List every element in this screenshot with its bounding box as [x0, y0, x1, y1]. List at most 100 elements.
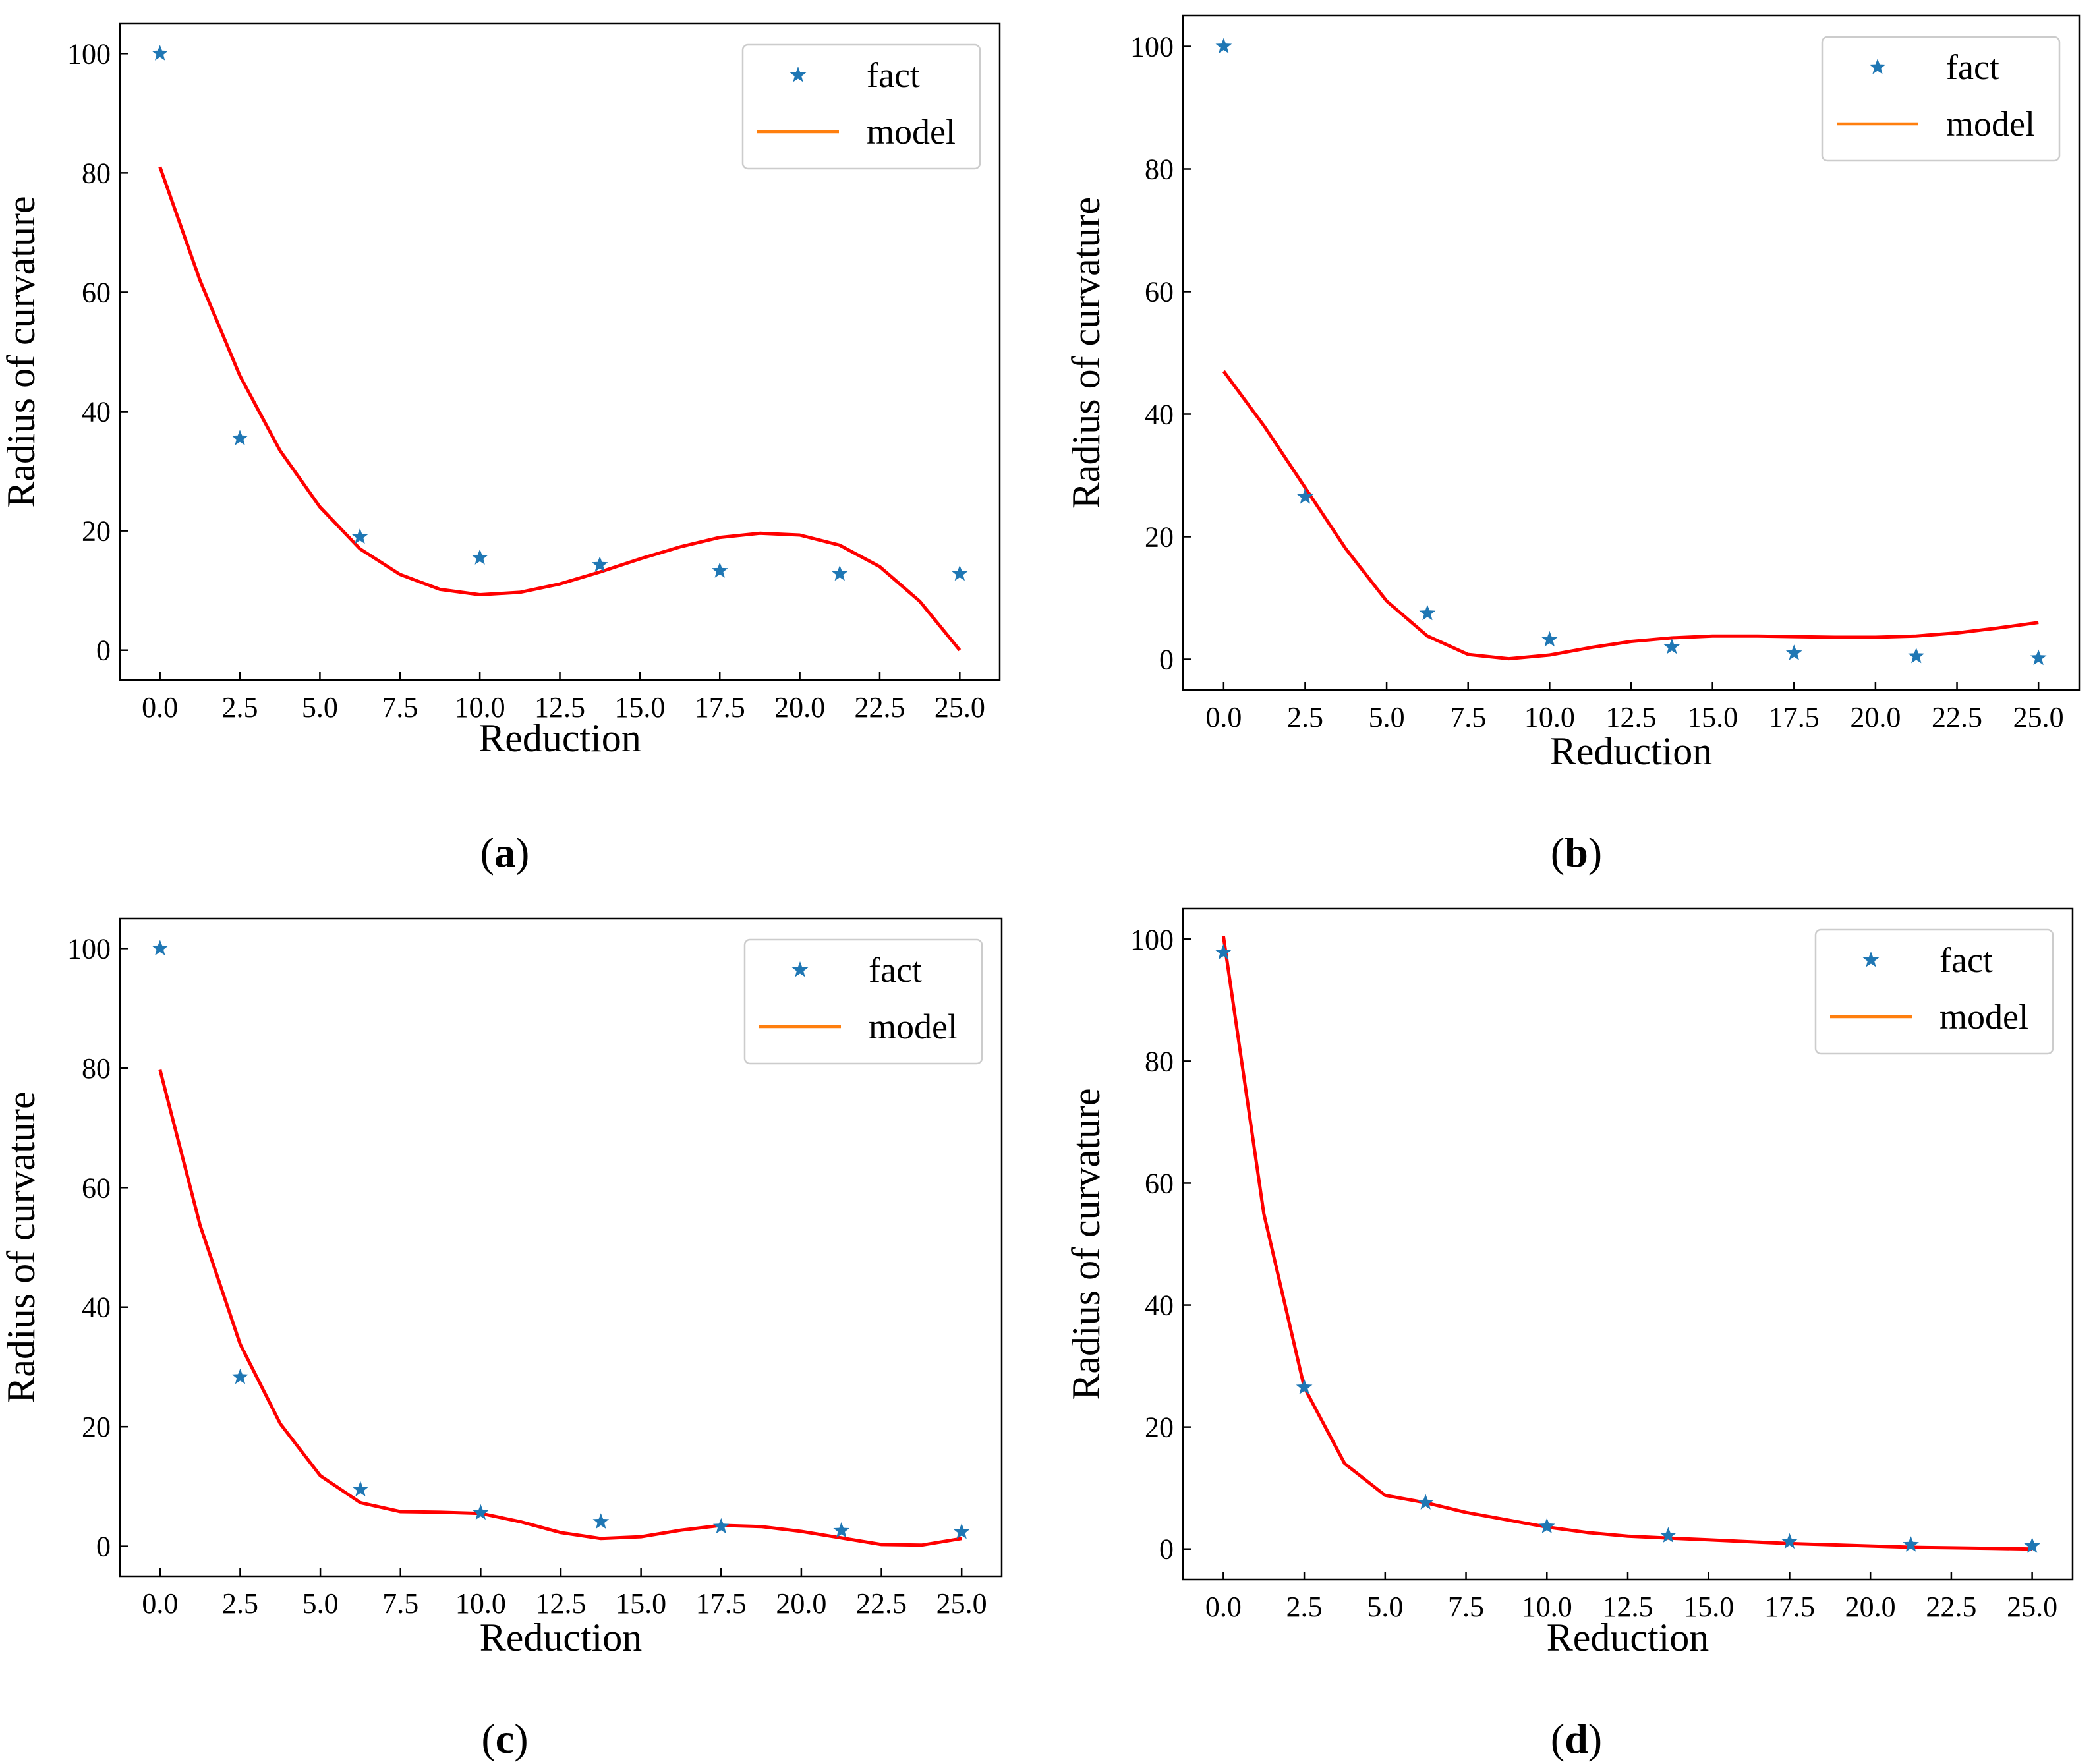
x-tick-label: 17.5	[1764, 1591, 1815, 1623]
fact-point	[1781, 1533, 1798, 1549]
y-tick-label: 20	[82, 515, 111, 548]
x-tick-label: 20.0	[774, 691, 825, 724]
fact-point	[712, 1518, 730, 1534]
panel-c: 0.0 2.5 5.0 7.5 10.0 12.5 15.0 17.5 20.0 22.5 25.0…	[0, 917, 1003, 1762]
y-tick-label: 60	[1145, 1167, 1174, 1199]
model-line	[158, 1069, 962, 1547]
y-tick-label: 80	[1145, 1045, 1174, 1077]
y-tick-label: 0	[1159, 1533, 1174, 1566]
x-tick-label: 25.0	[934, 691, 985, 724]
legend-label-model: model	[1939, 997, 2028, 1037]
x-tick-label: 5.0	[1367, 1591, 1403, 1623]
legend-label-fact: fact	[1939, 940, 1993, 980]
x-tick-label: 5.0	[302, 691, 338, 724]
fact-point	[1419, 604, 1436, 621]
y-tick-label: 0	[96, 635, 111, 667]
legend: fact model	[741, 43, 981, 170]
y-tick-label: 20	[1145, 1411, 1174, 1444]
fact-point	[471, 549, 488, 565]
x-tick-label: 17.5	[695, 691, 745, 724]
x-tick-label: 12.5	[1606, 701, 1657, 733]
x-tick-label: 2.5	[1286, 1591, 1323, 1623]
x-axis-label: Reduction	[1550, 729, 1713, 773]
star-marker-icon	[1869, 59, 1886, 74]
legend: fact model	[1821, 36, 2061, 162]
fact-point	[952, 565, 968, 581]
legend-label-model: model	[1946, 104, 2035, 144]
y-tick-label: 100	[67, 38, 111, 70]
fact-point	[352, 1481, 369, 1496]
y-tick-label: 60	[82, 1172, 111, 1204]
legend-label-model: model	[867, 112, 956, 152]
x-tick-label: 7.5	[382, 691, 418, 724]
fact-point	[1215, 38, 1232, 53]
x-tick-label: 2.5	[222, 691, 258, 724]
fact-point	[1908, 647, 1925, 664]
x-tick-label: 15.0	[1683, 1591, 1734, 1623]
fact-point	[1297, 488, 1313, 504]
x-tick-label: 15.0	[616, 1587, 666, 1620]
fact-point	[1663, 638, 1680, 654]
legend: fact model	[743, 938, 983, 1065]
y-tick-label: 80	[82, 1052, 111, 1085]
y-axis-label: Radius of curvature	[0, 1091, 43, 1403]
y-tick-label: 40	[1145, 1290, 1174, 1322]
x-tick-label: 20.0	[1850, 701, 1901, 733]
x-tick-label: 20.0	[776, 1587, 826, 1620]
x-tick-label: 12.5	[534, 691, 585, 724]
x-tick-label: 17.5	[1769, 701, 1820, 733]
y-tick-label: 100	[67, 932, 111, 965]
panel-caption: (d)	[1551, 1715, 1602, 1762]
x-tick-label: 0.0	[142, 691, 178, 724]
x-tick-label: 7.5	[1448, 1591, 1484, 1623]
y-tick-label: 40	[82, 1292, 111, 1324]
y-tick-label: 20	[1145, 521, 1174, 554]
panel-caption: (a)	[480, 829, 530, 876]
panel-caption: (c)	[481, 1715, 528, 1762]
x-tick-label: 25.0	[2013, 701, 2064, 733]
y-tick-label: 40	[82, 396, 111, 428]
fact-point	[473, 1504, 489, 1520]
legend: fact model	[1814, 928, 2054, 1055]
x-tick-label: 10.0	[1524, 701, 1575, 733]
panel-caption: (b)	[1551, 829, 1602, 876]
fact-point	[831, 565, 848, 581]
y-tick-label: 60	[82, 276, 111, 308]
x-tick-label: 0.0	[1205, 701, 1242, 733]
fact-point	[953, 1523, 970, 1539]
fact-point	[231, 430, 248, 445]
x-tick-label: 7.5	[382, 1587, 418, 1620]
legend-label-fact: fact	[869, 950, 922, 990]
y-tick-label: 100	[1130, 31, 1174, 63]
x-axis-label: Reduction	[480, 1616, 643, 1659]
x-axis-label: Reduction	[478, 716, 641, 760]
x-tick-label: 22.5	[1932, 701, 1982, 733]
x-tick-label: 22.5	[854, 691, 905, 724]
x-tick-label: 5.0	[1369, 701, 1405, 733]
y-axis-label: Radius of curvature	[1064, 1088, 1108, 1400]
fact-point	[591, 556, 608, 572]
fact-point	[152, 940, 169, 955]
x-tick-label: 25.0	[936, 1587, 987, 1620]
panel-d: 0.0 2.5 5.0 7.5 10.0 12.5 15.0 17.5 20.0 22.5 25.0…	[1064, 907, 2074, 1762]
star-marker-icon	[791, 961, 809, 977]
x-tick-label: 7.5	[1450, 701, 1486, 733]
fact-point	[2030, 649, 2047, 666]
fact-point	[1296, 1379, 1313, 1394]
legend-label-fact: fact	[1946, 47, 1999, 87]
x-tick-label: 12.5	[536, 1587, 587, 1620]
x-tick-label: 17.5	[696, 1587, 747, 1620]
fact-point	[2024, 1537, 2040, 1553]
y-tick-label: 0	[1159, 644, 1174, 676]
x-axis-label: Reduction	[1547, 1616, 1709, 1659]
fact-point	[1541, 631, 1558, 647]
legend-label-fact: fact	[867, 55, 920, 95]
panel-b: 0.0 2.5 5.0 7.5 10.0 12.5 15.0 17.5 20.0 22.5 25.0…	[1064, 14, 2081, 876]
x-tick-label: 25.0	[2007, 1591, 2057, 1623]
fact-point	[1903, 1536, 1919, 1552]
fact-point	[152, 45, 168, 61]
y-tick-label: 40	[1145, 399, 1174, 431]
y-tick-label: 60	[1145, 276, 1174, 308]
fact-point	[1660, 1527, 1677, 1543]
